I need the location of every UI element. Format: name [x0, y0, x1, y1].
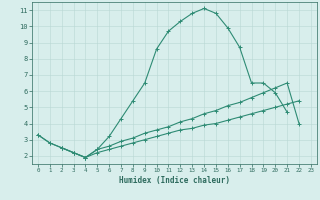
X-axis label: Humidex (Indice chaleur): Humidex (Indice chaleur) — [119, 176, 230, 185]
